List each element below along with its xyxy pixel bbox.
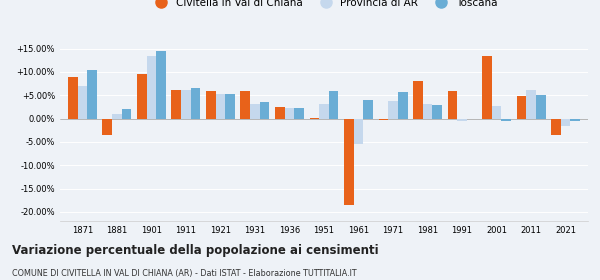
Bar bbox=[156, 51, 166, 118]
Bar bbox=[295, 108, 304, 118]
Bar bbox=[448, 92, 457, 118]
Bar bbox=[492, 106, 502, 118]
Bar bbox=[536, 95, 545, 118]
Text: COMUNE DI CIVITELLA IN VAL DI CHIANA (AR) - Dati ISTAT - Elaborazione TUTTITALIA: COMUNE DI CIVITELLA IN VAL DI CHIANA (AR… bbox=[12, 269, 356, 278]
Bar bbox=[482, 55, 492, 118]
Bar bbox=[206, 90, 215, 118]
Bar bbox=[87, 69, 97, 118]
Bar bbox=[68, 76, 77, 118]
Bar bbox=[172, 90, 181, 118]
Bar bbox=[137, 74, 146, 118]
Bar bbox=[398, 92, 407, 118]
Bar bbox=[551, 118, 561, 135]
Bar bbox=[364, 100, 373, 118]
Bar bbox=[517, 96, 526, 118]
Bar bbox=[467, 118, 476, 120]
Bar bbox=[191, 88, 200, 118]
Bar bbox=[571, 118, 580, 121]
Bar bbox=[502, 118, 511, 121]
Bar bbox=[413, 81, 422, 118]
Bar bbox=[433, 104, 442, 118]
Bar bbox=[250, 104, 260, 118]
Bar bbox=[344, 118, 353, 205]
Bar bbox=[561, 118, 571, 125]
Bar bbox=[122, 109, 131, 118]
Bar bbox=[275, 107, 284, 118]
Bar bbox=[422, 104, 433, 118]
Bar bbox=[379, 118, 388, 120]
Bar bbox=[146, 55, 156, 118]
Bar bbox=[284, 108, 295, 118]
Bar bbox=[457, 118, 467, 121]
Bar bbox=[112, 114, 122, 118]
Legend: Civitella in Val di Chiana, Provincia di AR, Toscana: Civitella in Val di Chiana, Provincia di… bbox=[147, 0, 501, 12]
Bar bbox=[241, 90, 250, 118]
Bar bbox=[226, 94, 235, 118]
Bar bbox=[181, 90, 191, 118]
Bar bbox=[388, 101, 398, 118]
Bar bbox=[329, 90, 338, 118]
Text: Variazione percentuale della popolazione ai censimenti: Variazione percentuale della popolazione… bbox=[12, 244, 379, 256]
Bar bbox=[77, 86, 87, 118]
Bar bbox=[215, 94, 226, 118]
Bar bbox=[319, 104, 329, 118]
Bar bbox=[353, 118, 364, 144]
Bar bbox=[103, 118, 112, 135]
Bar bbox=[260, 102, 269, 118]
Bar bbox=[526, 90, 536, 118]
